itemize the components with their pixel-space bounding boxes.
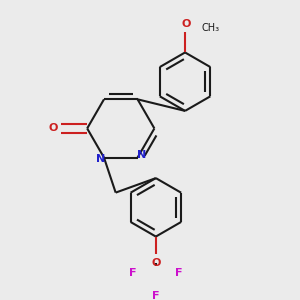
Text: F: F: [129, 268, 137, 278]
Text: CH₃: CH₃: [201, 22, 219, 33]
Text: O: O: [151, 258, 160, 268]
Text: F: F: [152, 291, 160, 300]
Text: N: N: [95, 154, 105, 164]
Text: F: F: [175, 268, 182, 278]
Text: O: O: [182, 19, 191, 29]
Text: O: O: [49, 123, 58, 134]
Text: N: N: [137, 150, 146, 160]
